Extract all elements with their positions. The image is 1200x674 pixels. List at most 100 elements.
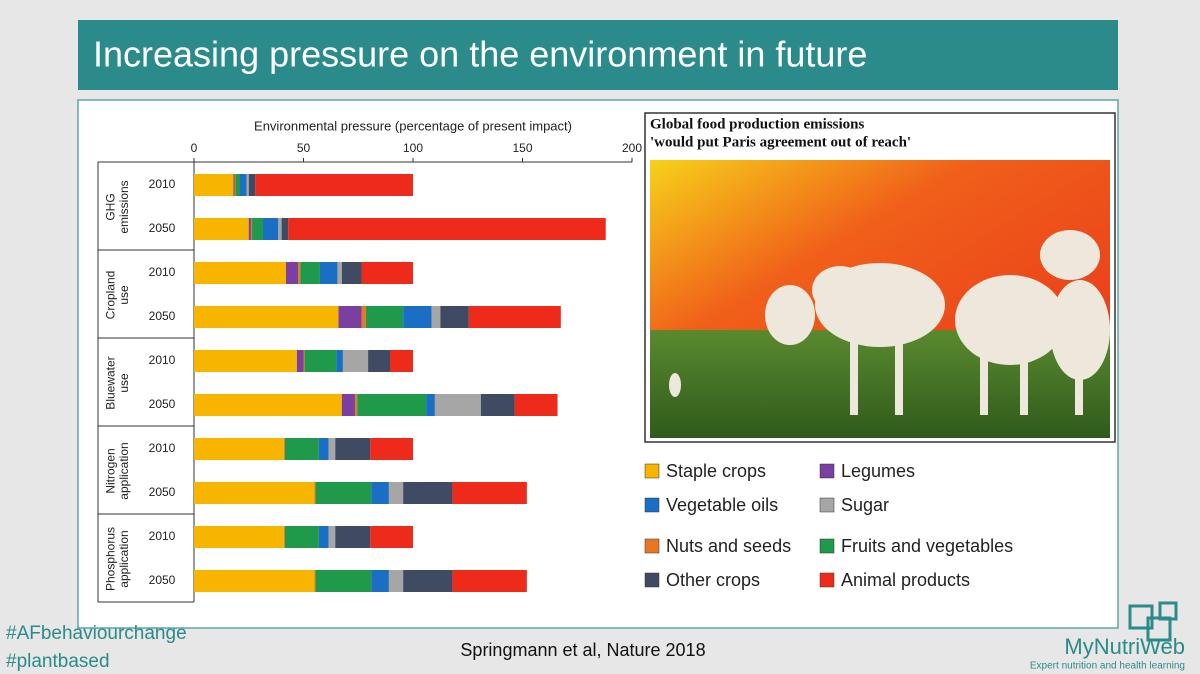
y-tick-label: 2050 [149,397,176,411]
legend-label: Nuts and seeds [666,536,791,556]
bar-segment [303,350,305,372]
bar-segment [371,570,389,592]
group-label-line: Phosphorus [104,527,118,591]
bar-segment [235,174,240,196]
bar-segment [298,262,301,284]
y-tick-label: 2050 [149,573,176,587]
bar-segment [328,438,336,460]
x-axis-title: Environmental pressure (percentage of pr… [254,118,572,133]
group-label-line: application [117,530,131,587]
bar-segment [262,218,279,240]
legend-swatch [644,572,660,588]
bar-segment [194,438,284,460]
bar-segment [354,394,358,416]
title-bar [78,20,1118,90]
logo-tagline: Expert nutrition and health learning [1030,661,1185,672]
slide-title: Increasing pressure on the environment i… [93,34,867,75]
bar-segment [318,438,329,460]
legend: Staple crops Legumes Nuts and seeds Fruits … [644,461,1013,590]
group-label: Bluewateruse [104,356,132,409]
bar-segment [285,262,299,284]
legend-swatch [819,497,835,513]
bar-segment [403,306,432,328]
bar-segment [278,218,282,240]
legend-label: Animal products [841,570,970,590]
bar-segment [283,438,285,460]
hashtag: #AFbehaviourchange [6,623,187,644]
y-tick-label: 2010 [149,353,176,367]
bar-segment [281,218,289,240]
bar-segment [337,262,342,284]
x-tick-label: 150 [512,141,532,155]
bar-segment [194,482,315,504]
group-label-line: use [117,285,131,305]
group-label-line: Bluewater [104,356,118,409]
bar-segment [341,394,355,416]
bar-segment [248,218,251,240]
y-tick-label: 2050 [149,309,176,323]
bar-segment [336,350,343,372]
bar-segment [233,174,235,196]
y-tick-label: 2010 [149,441,176,455]
bar-segment [288,218,606,240]
bar-segment [300,262,320,284]
bar-segment [365,306,404,328]
legend-swatch [819,572,835,588]
bar-segment [388,482,404,504]
group-label-line: use [117,373,131,393]
legend-swatch [819,538,835,554]
bar-segment [315,570,372,592]
bar-segment [388,570,404,592]
bar-segment [255,174,413,196]
bar-segment [371,482,389,504]
bar-segment [194,306,339,328]
bar-segment [194,262,286,284]
bar-segment [314,570,316,592]
group-label-line: emissions [117,180,131,233]
bar-segment [403,570,453,592]
legend-label: Other crops [666,570,760,590]
y-tick-label: 2010 [149,265,176,279]
bar-segment [194,174,234,196]
bar-segment [283,526,285,548]
legend-label: Sugar [841,495,889,515]
bar-segment [318,526,329,548]
bar-segment [341,262,362,284]
bar-segment [452,482,527,504]
y-tick-label: 2010 [149,529,176,543]
bar-segment [284,438,319,460]
bar-segment [252,218,263,240]
headline-line: Global food production emissions [650,116,865,132]
bar-segment [194,394,342,416]
bar-segment [239,174,247,196]
bar-segment [248,174,256,196]
bar-segment [246,174,249,196]
bar-segment [426,394,435,416]
logo-icon [1128,601,1178,642]
group-label-line: GHG [104,193,118,220]
bar-segment [342,350,369,372]
bar-segment [335,526,371,548]
bar-segment [434,394,481,416]
x-tick-label: 100 [403,141,423,155]
x-tick-label: 200 [622,141,642,155]
citation: Springmann et al, Nature 2018 [460,640,705,660]
bar-segment [468,306,561,328]
group-label: Nitrogenapplication [104,442,132,499]
chart: 0 50 100 150 200GHGemissionsCroplanduseBluew… [104,141,642,592]
bar-segment [328,526,336,548]
bar-segment [431,306,441,328]
bar-segment [304,350,337,372]
bar-segment [403,482,453,504]
bar-segment [335,438,371,460]
bar-segment [361,262,413,284]
legend-swatch [644,538,660,554]
legend-label: Staple crops [666,461,766,481]
y-tick-label: 2010 [149,177,176,191]
group-label: Phosphorusapplication [104,527,132,591]
bar-segment [338,306,362,328]
headline-line: 'would put Paris agreement out of reach' [650,134,911,150]
bar-segment [194,570,315,592]
bar-segment [357,394,427,416]
